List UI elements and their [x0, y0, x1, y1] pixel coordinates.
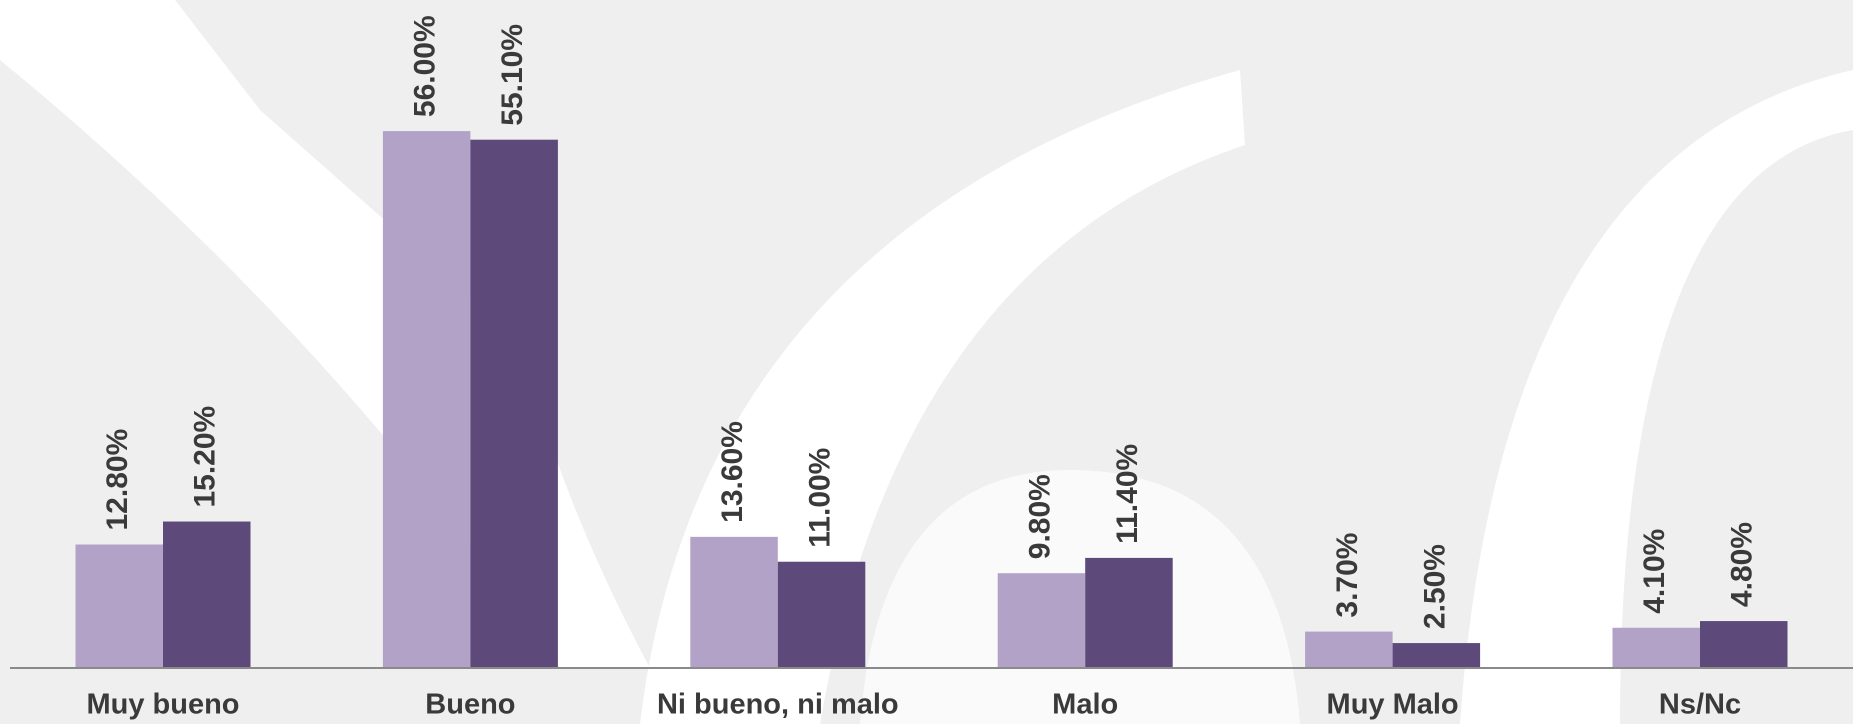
bar [1305, 631, 1393, 667]
value-label: 56.00% [409, 15, 442, 117]
value-label: 15.20% [189, 406, 222, 508]
bar [997, 573, 1086, 667]
value-label: 13.60% [716, 421, 749, 523]
x-tick-label: Bueno [425, 689, 515, 721]
bar [470, 139, 558, 667]
value-label: 3.70% [1331, 533, 1364, 618]
x-tick-label: Ns/Nc [1659, 689, 1741, 721]
value-label: 4.10% [1638, 529, 1671, 614]
x-tick-label: Muy bueno [86, 689, 239, 721]
bar [163, 521, 251, 667]
bar [1392, 643, 1481, 667]
value-label: 55.10% [496, 24, 529, 126]
value-label: 2.50% [1418, 544, 1451, 629]
value-label: 11.40% [1111, 444, 1144, 544]
decoration [1460, 70, 1853, 724]
value-label: 12.80% [101, 429, 134, 531]
bar [777, 561, 866, 667]
bar [382, 131, 471, 667]
bar [690, 536, 778, 667]
x-tick-label: Muy Malo [1327, 689, 1459, 721]
value-label: 9.80% [1023, 474, 1056, 559]
x-tick-label: Malo [1052, 689, 1118, 721]
bar [1700, 621, 1788, 667]
decoration [640, 70, 1245, 724]
bar [1612, 627, 1700, 667]
value-label: 4.80% [1726, 522, 1759, 607]
value-label: 11.00% [803, 448, 836, 548]
bar [75, 544, 163, 667]
bar [1085, 557, 1173, 667]
x-tick-label: Ni bueno, ni malo [657, 689, 899, 721]
